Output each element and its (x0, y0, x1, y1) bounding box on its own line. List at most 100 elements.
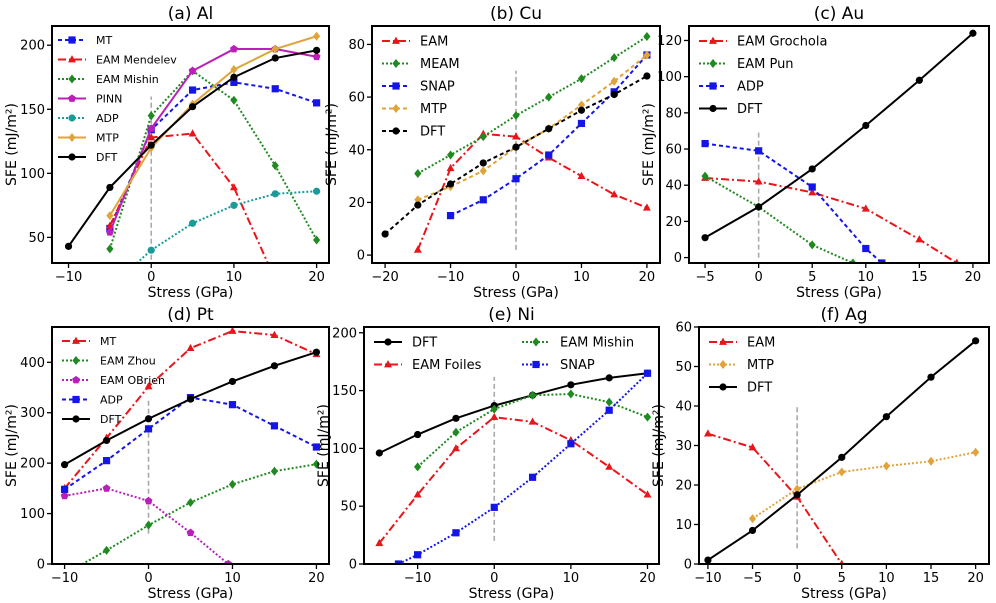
x-tick-label: 0 (793, 571, 801, 586)
data-point (270, 362, 279, 370)
series-line (135, 190, 317, 263)
series-dft (701, 29, 977, 242)
data-point (808, 188, 817, 196)
data-point (512, 175, 520, 183)
data-point (643, 50, 651, 60)
data-point (643, 412, 652, 422)
data-point (605, 406, 613, 414)
data-point (605, 374, 613, 382)
x-tick-label: 10 (858, 270, 875, 285)
legend-marker (72, 375, 80, 384)
data-point (927, 373, 935, 381)
legend-entry-snap: SNAP (420, 80, 455, 95)
legend-marker (719, 337, 727, 345)
y-tick-label: 80 (348, 38, 365, 53)
data-point (446, 212, 455, 220)
data-point (748, 526, 757, 535)
data-point (479, 159, 487, 167)
data-point (271, 85, 279, 93)
data-point (882, 413, 890, 421)
data-point (882, 461, 890, 471)
panel-title: (e) Ni (488, 305, 535, 325)
y-tick-label: 40 (675, 400, 692, 415)
legend-marker (68, 36, 76, 44)
data-point (748, 443, 757, 451)
x-tick-label: 20 (967, 571, 984, 586)
legend-entry-eam-grochola: EAM Grochola (737, 35, 827, 50)
y-tick-label: 20 (348, 196, 365, 211)
data-point (861, 204, 870, 212)
data-point (701, 171, 709, 181)
series-meam (414, 32, 651, 178)
y-tick-label: 150 (332, 384, 357, 399)
data-point (915, 235, 924, 243)
data-point (106, 211, 114, 221)
data-point (414, 462, 422, 472)
data-point (102, 545, 111, 555)
data-point (528, 390, 537, 400)
panel-a-al: (a) Al −10 0 10 20 50 100 150 200 Stress (GPa) SFE… (4, 4, 330, 301)
y-tick-label: 50 (28, 231, 45, 246)
x-tick-label: 10 (573, 270, 590, 285)
x-tick-label: 15 (911, 270, 928, 285)
legend-marker (68, 55, 76, 63)
x-tick-label: −10 (437, 270, 464, 285)
data-point (186, 343, 195, 352)
x-tick-label: 5 (808, 270, 816, 285)
data-point (394, 560, 403, 564)
data-point (271, 44, 279, 54)
y-axis-label: SFE (mJ/m²) (651, 404, 667, 487)
series-dft (60, 348, 321, 469)
y-tick-label: 20 (665, 215, 682, 230)
data-point (808, 165, 816, 173)
legend-entry-mtp: MTP (747, 358, 774, 373)
series-mt (60, 327, 321, 492)
data-point (808, 240, 816, 250)
y-tick-label: 0 (349, 558, 357, 573)
data-point (144, 415, 153, 423)
data-point (413, 245, 422, 253)
data-point (479, 166, 487, 176)
data-point (106, 244, 114, 254)
data-point (972, 337, 980, 345)
data-point (186, 528, 195, 537)
data-point (312, 46, 321, 54)
data-point (147, 111, 155, 121)
data-point (605, 397, 613, 407)
panel-title: (b) Cu (490, 4, 542, 24)
legend-marker (72, 336, 80, 344)
y-tick-label: 0 (684, 558, 692, 573)
data-point (102, 484, 111, 492)
legend-marker (532, 360, 540, 369)
data-point (60, 485, 69, 493)
legend-marker (709, 59, 717, 68)
data-point (755, 203, 763, 211)
series-line (751, 451, 976, 520)
data-point (147, 124, 156, 132)
data-point (577, 74, 586, 84)
data-point (754, 177, 763, 185)
x-tick-label: 20 (308, 571, 325, 586)
data-point (230, 78, 238, 86)
panel-title: (a) Al (168, 4, 213, 24)
legend-marker (72, 356, 80, 365)
x-axis-label: Stress (GPa) (469, 586, 555, 602)
data-point (610, 76, 618, 86)
data-point (414, 168, 422, 178)
data-point (512, 143, 520, 151)
panel-title: (d) Pt (167, 305, 214, 325)
data-point (106, 183, 114, 192)
legend-entry-dft: DFT (100, 413, 122, 426)
data-point (545, 151, 553, 159)
series-line (398, 372, 649, 564)
plot-frame (371, 25, 661, 264)
data-point (643, 32, 651, 42)
data-point (704, 556, 712, 564)
x-tick-label: −5 (743, 571, 762, 586)
x-tick-label: 10 (563, 571, 580, 586)
data-point (972, 447, 980, 457)
x-tick-label: −10 (694, 571, 721, 586)
x-axis-label: Stress (GPa) (148, 586, 234, 602)
data-point (969, 29, 977, 37)
series-dft (64, 46, 321, 250)
